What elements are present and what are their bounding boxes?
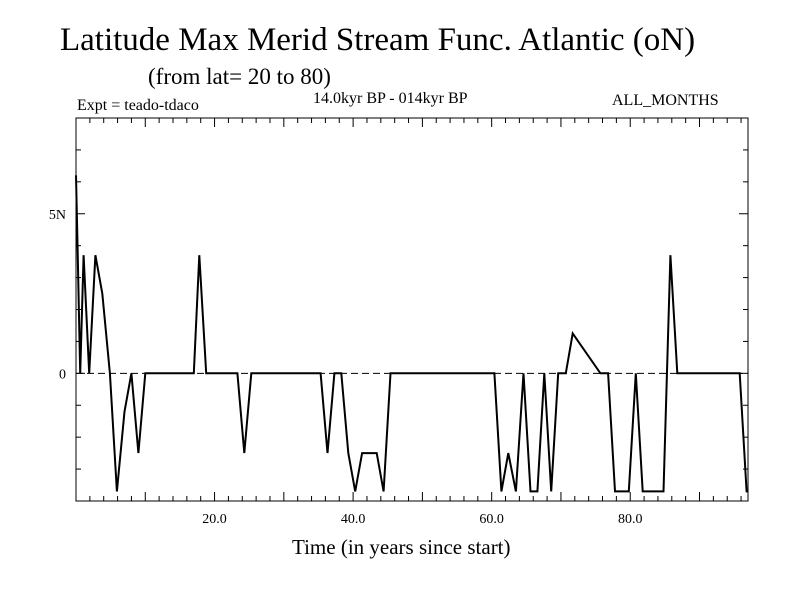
chart-title: Latitude Max Merid Stream Func. Atlantic… [60, 22, 696, 58]
months-annotation: ALL_MONTHS [612, 92, 719, 109]
axis-ticks [75, 117, 748, 502]
x-tick-label: 20.0 [202, 512, 227, 527]
tick-labels: 20.0 40.0 60.0 80.0 0 5N [49, 208, 643, 527]
plot-frame [75, 117, 749, 502]
experiment-annotation: Expt = teado-tdaco [77, 97, 199, 114]
x-tick-label: 80.0 [618, 512, 643, 527]
y-tick-label: 5N [49, 208, 66, 223]
x-axis-label: Time (in years since start) [292, 535, 511, 559]
chart-subtitle: (from lat= 20 to 80) [148, 64, 331, 89]
period-annotation: 14.0kyr BP - 014kyr BP [313, 90, 468, 107]
x-tick-label: 60.0 [479, 512, 504, 527]
y-tick-label: 0 [59, 367, 66, 382]
series-line [75, 175, 748, 493]
x-tick-label: 40.0 [341, 512, 366, 527]
series-group [75, 175, 748, 493]
